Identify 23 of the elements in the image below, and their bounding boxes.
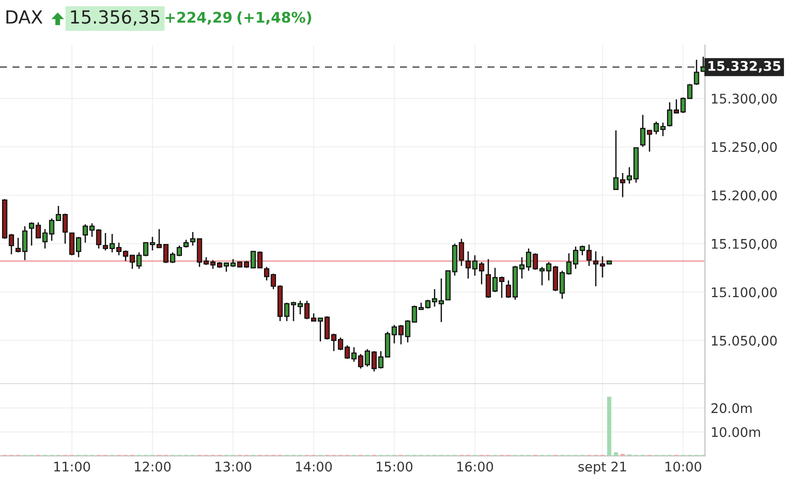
x-tick-label: 10:00 bbox=[666, 462, 702, 472]
x-tick-label: sept 21 bbox=[578, 462, 626, 474]
x-tick-label: 11:00 bbox=[54, 462, 90, 472]
x-tick-label: 16:00 bbox=[457, 462, 494, 472]
y-tick-label: 10.00m bbox=[712, 427, 760, 438]
ref-line-label: 15.332,35 bbox=[708, 60, 780, 73]
y-tick-label: 15.200,00 bbox=[712, 190, 777, 202]
text: (+1,48%) bbox=[238, 12, 312, 25]
y-tick-label: 15.300,00 bbox=[712, 94, 777, 105]
x-tick-label: 14:00 bbox=[296, 462, 332, 472]
y-tick-label: 20.0m bbox=[711, 403, 752, 414]
y-tick-label: 15.250,00 bbox=[712, 142, 777, 154]
y-tick-label: 15.050,00 bbox=[712, 336, 777, 348]
chart-title: DAX bbox=[6, 10, 42, 24]
x-tick-label: 12:00 bbox=[134, 462, 171, 472]
y-tick-label: 15.150,00 bbox=[712, 238, 777, 250]
y-tick-label: 15.100,00 bbox=[712, 287, 777, 299]
x-tick-label: 13:00 bbox=[216, 462, 252, 472]
text: +224,29 bbox=[166, 12, 232, 25]
text: 15.356,35 bbox=[71, 10, 160, 26]
bar bbox=[607, 396, 612, 456]
bar bbox=[614, 452, 618, 456]
x-tick-label: 15:00 bbox=[376, 462, 412, 472]
